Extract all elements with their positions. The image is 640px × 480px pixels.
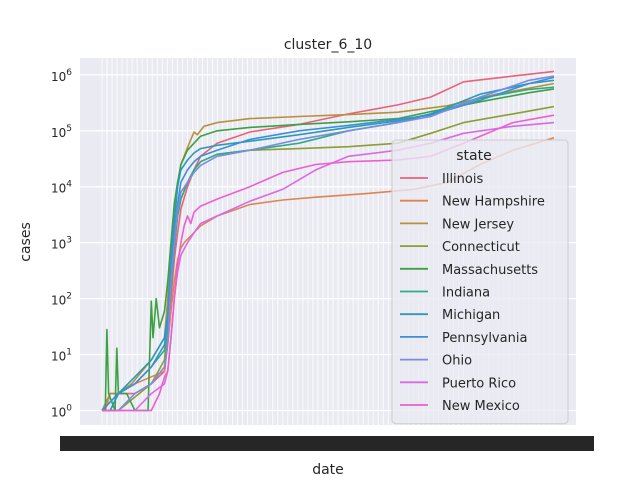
legend-entry: Pennsylvania: [442, 331, 527, 346]
y-tick-label: 100: [51, 403, 72, 419]
legend-box: [391, 139, 569, 425]
y-tick-exponent: 4: [66, 180, 72, 190]
legend-entry: Illinois: [442, 172, 483, 187]
x-tick-label-overlap: [60, 436, 594, 451]
legend: state Illinois New Hampshire New Jersey Conn…: [391, 139, 569, 425]
y-tick-label: 104: [51, 180, 72, 196]
y-tick-label: 102: [51, 292, 72, 308]
y-tick-label: 103: [51, 236, 72, 252]
legend-entry: Indiana: [442, 286, 490, 301]
series-line-new-mexico: [102, 114, 555, 412]
y-tick-base: 10: [51, 350, 66, 364]
y-tick-base: 10: [51, 70, 66, 84]
chart-title: cluster_6_10: [284, 37, 372, 53]
y-tick-label: 105: [51, 124, 72, 140]
y-tick-exponent: 5: [66, 124, 72, 134]
series-line-massachusetts: [102, 88, 555, 412]
y-tick-exponent: 6: [66, 68, 72, 78]
y-tick-exponent: 2: [66, 292, 72, 302]
legend-entry: Michigan: [442, 308, 500, 323]
y-tick-base: 10: [51, 126, 66, 140]
legend-entry: Puerto Rico: [442, 376, 516, 391]
legend-entry: Ohio: [442, 354, 472, 369]
y-tick-base: 10: [51, 182, 66, 196]
legend-entry: Massachusetts: [442, 263, 538, 278]
y-tick-exponent: 1: [66, 348, 72, 358]
y-tick-label: 106: [51, 68, 72, 84]
series-line-pennsylvania: [101, 76, 555, 412]
legend-entry: Connecticut: [442, 240, 520, 255]
series-line-ohio: [102, 75, 555, 412]
legend-entry: New Jersey: [442, 217, 514, 232]
y-tick-base: 10: [51, 294, 66, 308]
y-tick-exponent: 3: [66, 236, 72, 246]
x-axis-label: date: [312, 462, 344, 478]
legend-entry: New Mexico: [442, 399, 520, 414]
y-tick-base: 10: [51, 238, 66, 252]
y-tick-label: 101: [51, 348, 72, 364]
y-tick-exponent: 0: [66, 403, 72, 413]
legend-title: state: [456, 148, 491, 164]
legend-entry: New Hampshire: [442, 195, 545, 210]
y-axis-label: cases: [18, 222, 34, 261]
y-tick-base: 10: [51, 405, 66, 419]
x-tick-labels: [60, 436, 594, 451]
